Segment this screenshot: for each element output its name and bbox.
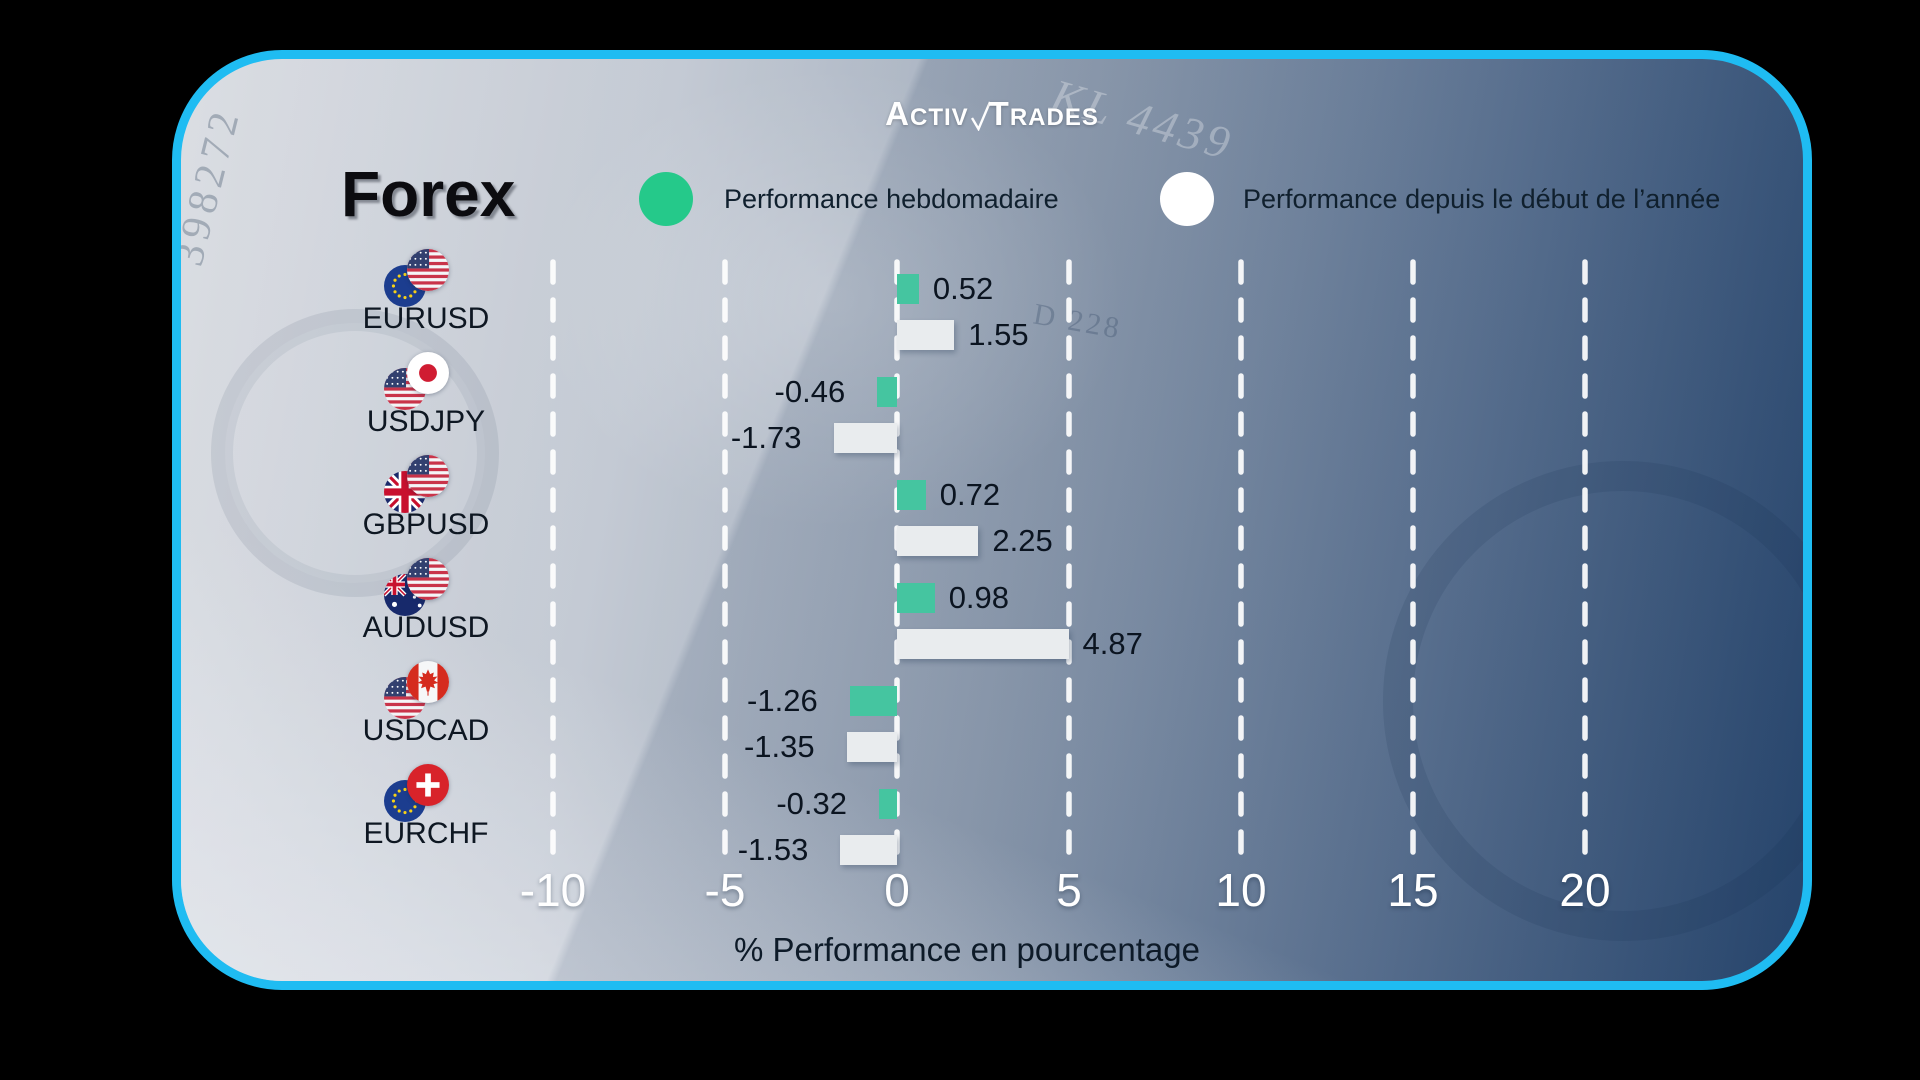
flag-pair-front xyxy=(407,455,449,497)
flag-pair-front xyxy=(407,352,449,394)
weekly-bar xyxy=(849,686,897,716)
ytd-value: -1.73 xyxy=(730,420,802,455)
flag-pair-front xyxy=(407,558,449,600)
page-title: Forex xyxy=(341,158,516,230)
ytd-bar xyxy=(846,732,897,762)
weekly-value: -0.32 xyxy=(776,786,847,821)
flag-us-icon xyxy=(407,455,449,497)
gridlines xyxy=(550,259,1588,857)
x-tick-label: 0 xyxy=(884,864,910,916)
ytd-bar xyxy=(833,423,897,453)
weekly-value: 0.72 xyxy=(939,477,1001,512)
forex-performance-card: 398272 KL 4439 D 228 Activ Trades Forex P… xyxy=(172,50,1812,990)
flag-us-icon xyxy=(407,249,449,291)
pair-label: EURCHF xyxy=(363,817,489,850)
x-axis-title: % Performance en pourcentage xyxy=(734,931,1200,968)
legend-ytd-label: Performance depuis le début de l’année xyxy=(1243,184,1721,214)
weekly-bar xyxy=(879,789,897,819)
x-tick-label: 15 xyxy=(1387,864,1439,916)
pair-label: USDCAD xyxy=(362,714,490,747)
ytd-value: 4.87 xyxy=(1082,626,1143,661)
logo-text-activ: Activ xyxy=(885,95,969,132)
x-tick-label: 20 xyxy=(1559,864,1611,916)
pair-label: USDJPY xyxy=(366,405,486,438)
ytd-value: -1.35 xyxy=(743,729,815,764)
weekly-bar xyxy=(897,480,926,510)
weekly-value: -0.46 xyxy=(774,374,846,409)
flag-ca-icon xyxy=(407,661,449,703)
logo-check-icon xyxy=(970,101,991,132)
activtrades-logo: Activ Trades xyxy=(181,95,1803,133)
ytd-bar xyxy=(840,835,897,865)
legend-ytd-swatch xyxy=(1160,172,1214,226)
logo-text-trades: Trades xyxy=(988,95,1099,132)
pair-label: EURUSD xyxy=(362,302,490,335)
flag-jp-icon xyxy=(407,352,449,394)
weekly-value: 0.52 xyxy=(932,271,994,306)
weekly-bar xyxy=(877,377,897,407)
pair-label: GBPUSD xyxy=(362,508,490,541)
weekly-value: 0.98 xyxy=(948,580,1010,615)
ytd-bar xyxy=(897,320,955,350)
weekly-value: -1.26 xyxy=(747,683,818,718)
ytd-value: 1.55 xyxy=(968,317,1029,352)
legend-weekly-label: Performance hebdomadaire xyxy=(724,184,1059,214)
flag-ch-icon xyxy=(407,764,449,806)
ytd-bar xyxy=(897,526,979,556)
weekly-bar xyxy=(897,274,919,304)
pair-label: AUDUSD xyxy=(362,611,490,644)
ytd-value: 2.25 xyxy=(992,523,1053,558)
ytd-bar xyxy=(897,629,1069,659)
weekly-bar xyxy=(897,583,935,613)
flag-pair-front xyxy=(407,764,449,806)
ytd-value: -1.53 xyxy=(737,832,809,867)
flag-pair-front xyxy=(407,661,449,703)
x-tick-label: 10 xyxy=(1215,864,1267,916)
x-tick-label: -5 xyxy=(704,864,746,916)
flag-us-icon xyxy=(407,558,449,600)
x-tick-label: -10 xyxy=(519,864,587,916)
x-tick-label: 5 xyxy=(1056,864,1082,916)
flag-pair-front xyxy=(407,249,449,291)
legend-weekly-swatch xyxy=(639,172,693,226)
